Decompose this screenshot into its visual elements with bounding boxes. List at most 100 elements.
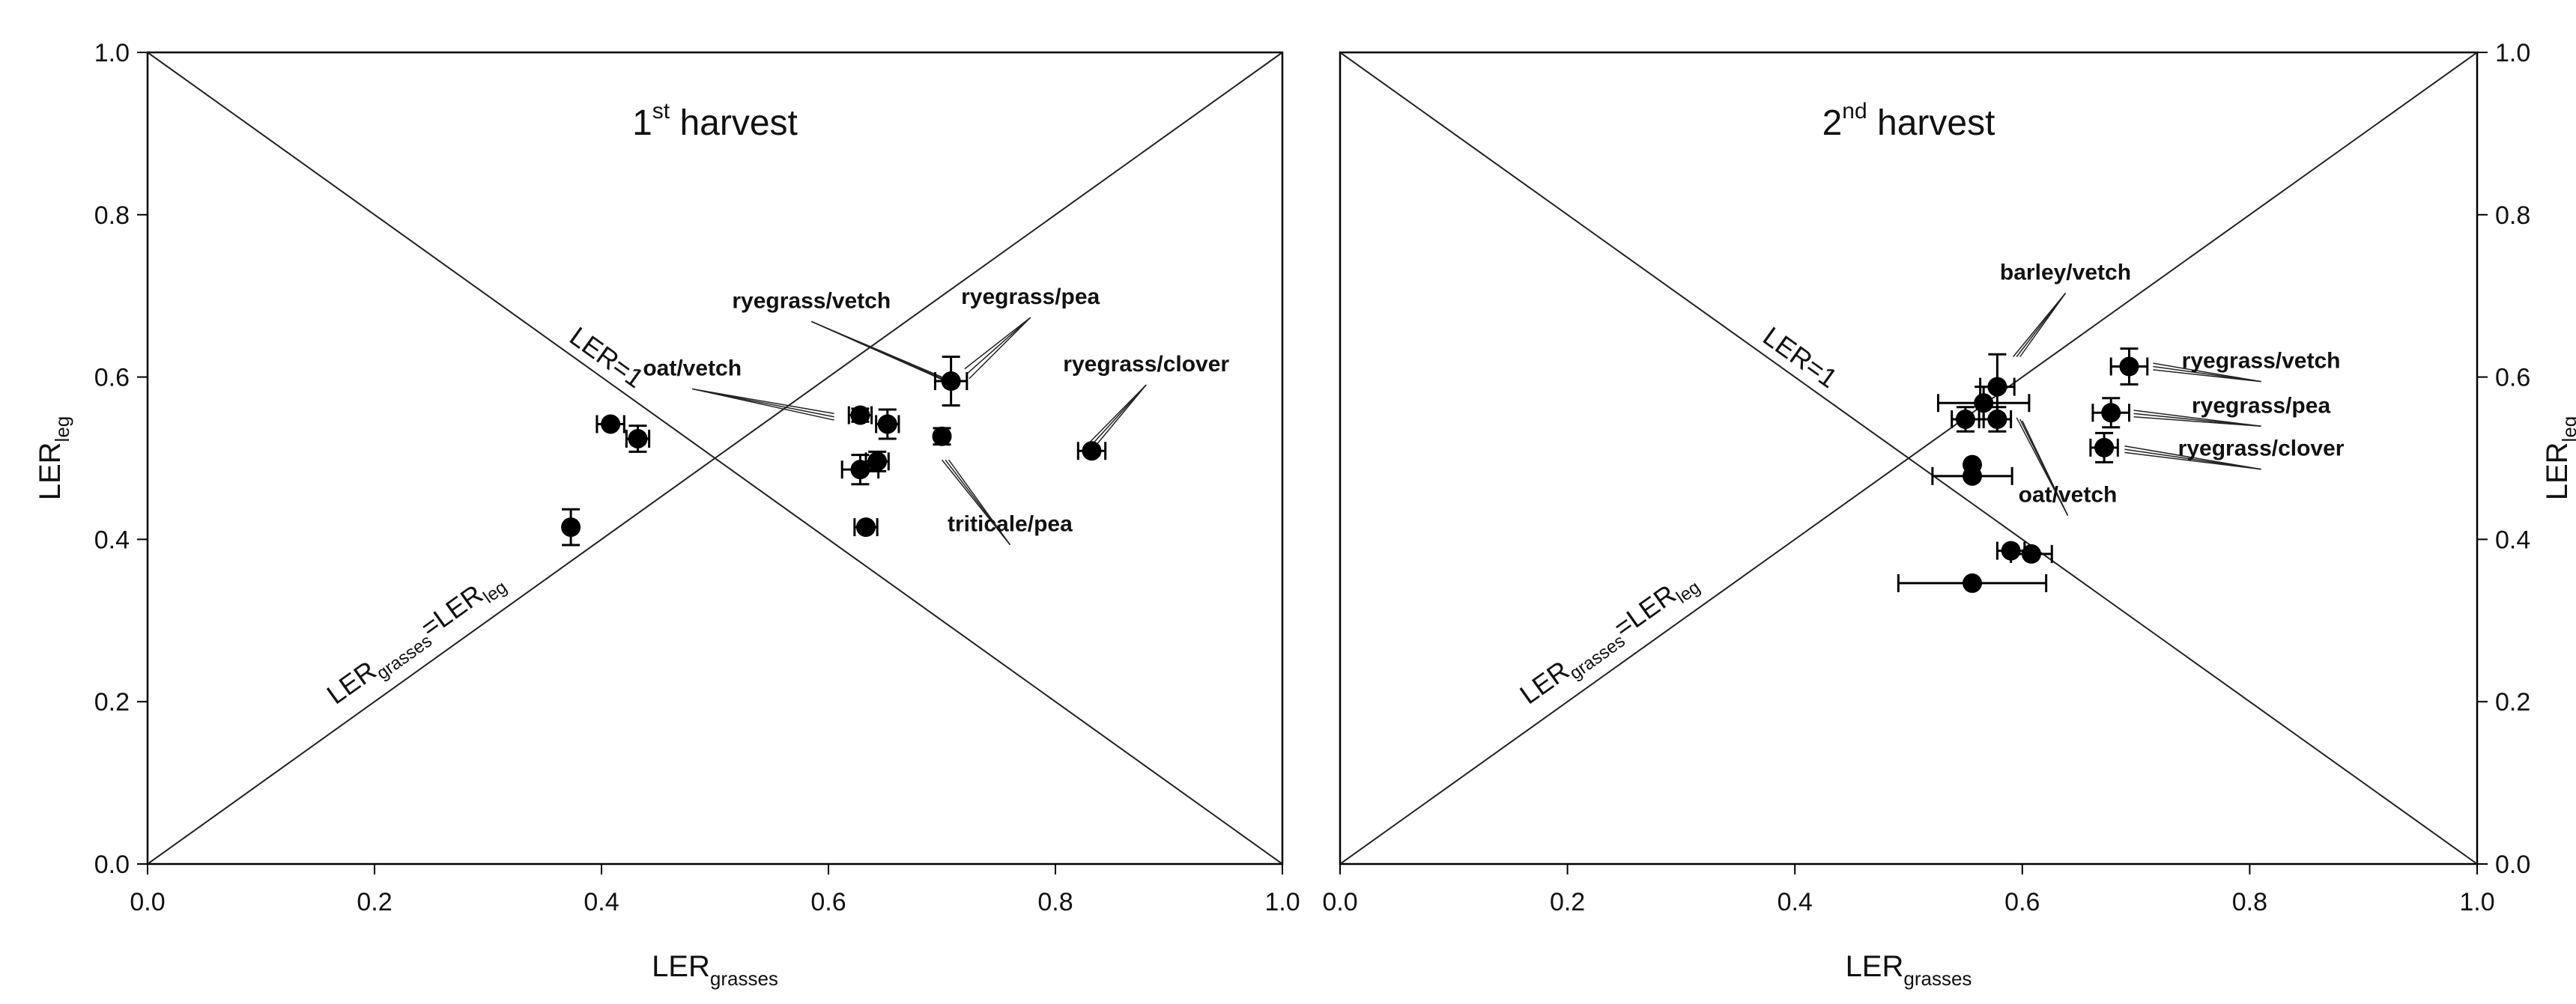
point-marker bbox=[850, 405, 870, 425]
y-axis-title: LERleg bbox=[2541, 416, 2576, 501]
panel-2: 0.0 0.2 0.4 0.6 0.8 1.00.00.20.40.60.81.0LERg… bbox=[1322, 39, 2576, 990]
y-tick-label: 0.8 bbox=[94, 201, 130, 230]
ler-equals-one-label: LER=1 bbox=[1757, 320, 1843, 394]
y-tick-label: 0.4 bbox=[94, 526, 130, 554]
point-marker bbox=[877, 414, 897, 434]
data-point bbox=[2010, 544, 2053, 564]
data-point bbox=[1897, 573, 2048, 593]
point-marker bbox=[1963, 466, 1983, 486]
equal-ler-line bbox=[1339, 52, 2478, 865]
panel-title: 2nd harvest bbox=[1822, 99, 1995, 143]
data-point bbox=[933, 356, 969, 407]
x-tick-label: 0.4 bbox=[584, 888, 619, 916]
equal-ler-label: LERgrasses=LERleg bbox=[321, 565, 511, 714]
annotation-leader bbox=[2133, 416, 2261, 428]
point-marker bbox=[2094, 437, 2115, 457]
point-marker bbox=[561, 517, 581, 538]
annotation-leader bbox=[2019, 293, 2067, 357]
annotation-label: ryegrass/vetch bbox=[2182, 349, 2341, 374]
x-tick-label: 0.6 bbox=[810, 888, 846, 916]
x-tick-label: 0.0 bbox=[1322, 888, 1357, 916]
point-marker bbox=[1987, 409, 2007, 429]
y-tick-label: 0.0 bbox=[2495, 851, 2530, 879]
point-marker bbox=[628, 428, 648, 448]
annotation-label: barley/vetch bbox=[2000, 261, 2131, 285]
y-tick-label: 0.8 bbox=[2495, 201, 2530, 230]
y-tick-label: 0.6 bbox=[94, 364, 130, 392]
annotation-label: oat/vetch bbox=[643, 356, 742, 380]
data-point bbox=[2091, 397, 2130, 429]
point-marker bbox=[2119, 356, 2139, 377]
annotation-leader bbox=[1092, 384, 1147, 444]
y-tick-label: 0.2 bbox=[2495, 688, 2530, 717]
data-point bbox=[2089, 431, 2119, 463]
data-point bbox=[853, 517, 879, 538]
point-marker bbox=[855, 517, 876, 538]
annotation-leader bbox=[966, 317, 1031, 374]
annotation-label: ryegrass/pea bbox=[961, 285, 1100, 309]
point-marker bbox=[941, 371, 961, 392]
equal-ler-line bbox=[147, 52, 1283, 865]
point-marker bbox=[932, 426, 952, 446]
y-tick-label: 0.6 bbox=[2495, 364, 2530, 392]
data-point bbox=[1982, 406, 2013, 433]
ler-equals-one-label: LER=1 bbox=[564, 320, 649, 394]
annotation-leader bbox=[2124, 451, 2261, 470]
y-tick-label: 1.0 bbox=[94, 39, 130, 67]
x-tick-label: 1.0 bbox=[1264, 888, 1300, 916]
point-marker bbox=[1082, 441, 1102, 461]
data-point bbox=[2109, 347, 2149, 386]
annotation-label: triticale/pea bbox=[948, 512, 1073, 537]
point-marker bbox=[850, 460, 870, 480]
y-tick-label: 0.0 bbox=[94, 851, 130, 879]
x-tick-label: 0.0 bbox=[130, 888, 165, 916]
data-point bbox=[625, 425, 651, 453]
annotation-leader bbox=[964, 317, 1031, 370]
data-point bbox=[1951, 406, 1981, 433]
annotation-leader bbox=[810, 320, 951, 384]
equal-ler-label: LERgrasses=LERleg bbox=[1514, 565, 1703, 714]
annotation-label: ryegrass/clover bbox=[1063, 352, 1229, 377]
data-point bbox=[1076, 441, 1107, 461]
point-marker bbox=[1955, 409, 1975, 429]
x-tick-label: 0.8 bbox=[2232, 888, 2267, 916]
x-axis-title: LERgrasses bbox=[652, 950, 778, 990]
point-marker bbox=[867, 451, 888, 472]
y-tick-label: 0.4 bbox=[2495, 526, 2530, 554]
annotation-label: ryegrass/vetch bbox=[732, 288, 891, 313]
plot-frame bbox=[146, 51, 1284, 865]
annotation-leader bbox=[2153, 369, 2261, 383]
annotation-leader bbox=[948, 459, 1011, 545]
x-tick-label: 0.4 bbox=[1778, 888, 1813, 916]
x-tick-label: 0.6 bbox=[2004, 888, 2040, 916]
data-point bbox=[1931, 466, 2013, 486]
plot-frame bbox=[1339, 51, 2479, 865]
point-marker bbox=[1963, 573, 1983, 593]
x-tick-label: 0.8 bbox=[1037, 888, 1073, 916]
annotation-label: ryegrass/pea bbox=[2192, 393, 2330, 418]
x-tick-label: 1.0 bbox=[2459, 888, 2494, 916]
point-marker bbox=[1987, 377, 2007, 397]
point-marker bbox=[601, 414, 621, 434]
data-point bbox=[875, 408, 900, 440]
data-point bbox=[932, 426, 952, 446]
annotation-leader bbox=[692, 388, 834, 421]
annotation-leader bbox=[2022, 420, 2069, 516]
data-point bbox=[864, 450, 890, 472]
x-tick-label: 0.2 bbox=[1550, 888, 1585, 916]
y-tick-label: 0.2 bbox=[94, 688, 130, 717]
annotation-leader bbox=[969, 317, 1031, 380]
annotation-label: ryegrass/clover bbox=[2178, 436, 2345, 461]
annotation-leader bbox=[1097, 384, 1147, 444]
x-tick-label: 0.2 bbox=[357, 888, 392, 916]
point-marker bbox=[2101, 403, 2121, 423]
panel-title: 1st harvest bbox=[632, 99, 798, 143]
point-marker bbox=[1974, 393, 1994, 413]
annotation-label: oat/vetch bbox=[2019, 483, 2118, 508]
panel-1: 0.0 0.2 0.4 0.6 0.8 1.0 0.0 0.2 0.4 0.6 0.8 1.0 LERg… bbox=[34, 39, 1300, 990]
data-point bbox=[561, 508, 581, 547]
data-point bbox=[847, 405, 873, 425]
data-point bbox=[595, 414, 625, 434]
